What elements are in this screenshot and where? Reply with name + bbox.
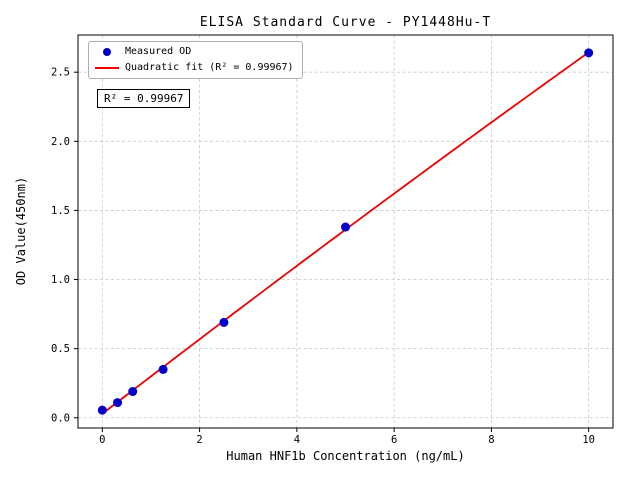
- tick-marks: [74, 71, 590, 432]
- data-point: [584, 48, 594, 58]
- y-tick-label: 2.0: [51, 136, 70, 148]
- x-tick-label: 0: [99, 434, 105, 446]
- legend-label-measured-od: Measured OD: [125, 46, 192, 57]
- x-axis-label: Human HNF1b Concentration (ng/mL): [226, 449, 465, 463]
- x-tick-label: 4: [294, 434, 300, 446]
- chart-title: ELISA Standard Curve - PY1448Hu-T: [199, 15, 492, 30]
- legend-item-measured-od: Measured OD: [95, 46, 294, 58]
- x-tick-label: 8: [488, 434, 494, 446]
- tick-labels: 0 2 4 6 8 10 0.0 0.5 1.0 1.5 2.0 2.5: [51, 67, 595, 446]
- x-tick-label: 10: [582, 434, 595, 446]
- legend-item-quadratic-fit: Quadratic fit (R² = 0.99967): [95, 62, 294, 74]
- r-squared-annotation: R² = 0.99967: [97, 89, 191, 108]
- x-tick-label: 6: [391, 434, 397, 446]
- legend: Measured OD Quadratic fit (R² = 0.99967): [88, 41, 303, 79]
- y-tick-label: 0.0: [51, 412, 70, 424]
- axes-frame: [77, 34, 614, 429]
- measured-od-marker-icon: [95, 48, 119, 56]
- data-point: [97, 405, 107, 415]
- data-point: [341, 222, 350, 232]
- y-tick-label: 2.5: [51, 67, 70, 79]
- y-tick-label: 1.5: [51, 205, 70, 217]
- legend-label-quadratic-fit: Quadratic fit (R² = 0.99967): [125, 62, 294, 73]
- data-point: [158, 364, 168, 374]
- data-point: [219, 317, 229, 327]
- x-tick-label: 2: [196, 434, 202, 446]
- gridlines: [78, 35, 613, 428]
- y-axis-label: OD Value(450nm): [14, 176, 28, 286]
- y-tick-label: 1.0: [51, 274, 70, 286]
- quadratic-fit-marker-icon: [95, 67, 119, 69]
- data-point: [128, 387, 138, 397]
- y-tick-label: 0.5: [51, 343, 70, 355]
- data-points: [97, 48, 594, 415]
- data-point: [113, 398, 123, 408]
